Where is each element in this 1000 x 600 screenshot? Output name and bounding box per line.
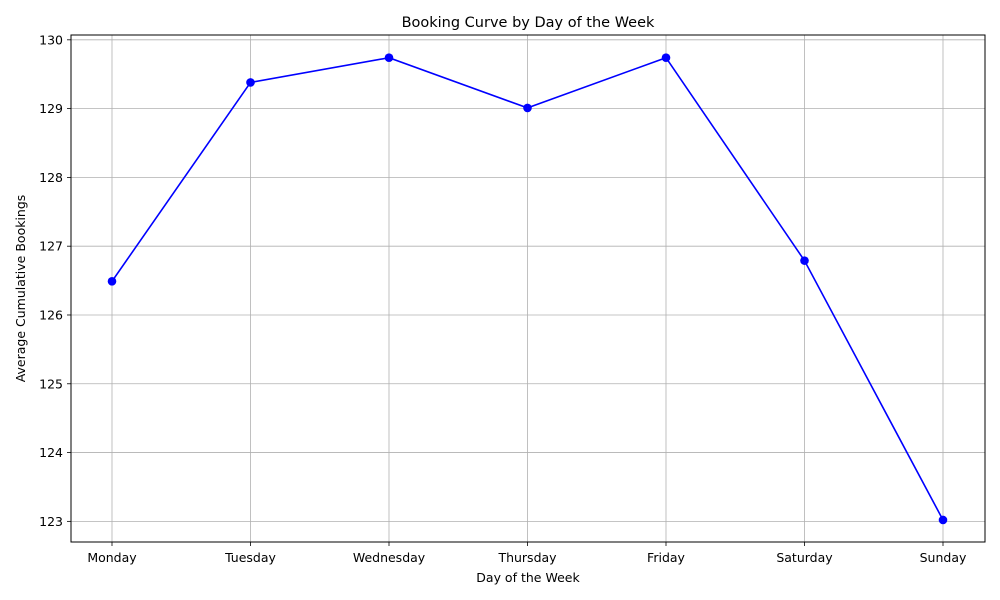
y-tick-label: 128 [39, 170, 63, 185]
data-point-sunday [938, 515, 948, 525]
data-point-monday [107, 276, 117, 286]
x-tick-label: Wednesday [353, 550, 426, 565]
data-point-friday [661, 53, 671, 63]
y-axis-ticks: 123 124 125 126 127 128 129 130 [39, 32, 71, 529]
x-axis-ticks: Monday Tuesday Wednesday Thursday Friday Satu… [87, 542, 967, 565]
y-tick-label: 130 [39, 32, 63, 47]
data-point-tuesday [246, 78, 255, 87]
x-tick-label: Thursday [497, 550, 557, 565]
y-tick-label: 123 [39, 514, 63, 529]
y-tick-label: 126 [39, 307, 63, 322]
plot-frame [70, 34, 986, 543]
data-point-wednesday [384, 53, 394, 63]
data-point-thursday [523, 103, 532, 113]
data-point-saturday [800, 256, 809, 265]
data-points [107, 53, 948, 525]
y-tick-label: 129 [39, 101, 63, 116]
x-tick-label: Saturday [776, 550, 833, 565]
y-tick-label: 124 [39, 445, 63, 460]
y-tick-label: 127 [39, 239, 63, 254]
y-axis-label: Average Cumulative Bookings [13, 195, 28, 383]
y-tick-label: 125 [39, 376, 63, 391]
x-axis-label: Day of the Week [476, 570, 580, 585]
x-tick-label: Friday [647, 550, 685, 565]
chart-title: Booking Curve by Day of the Week [402, 15, 655, 31]
x-tick-label: Tuesday [224, 550, 276, 565]
x-tick-label: Monday [87, 550, 137, 565]
x-tick-label: Sunday [920, 550, 967, 565]
